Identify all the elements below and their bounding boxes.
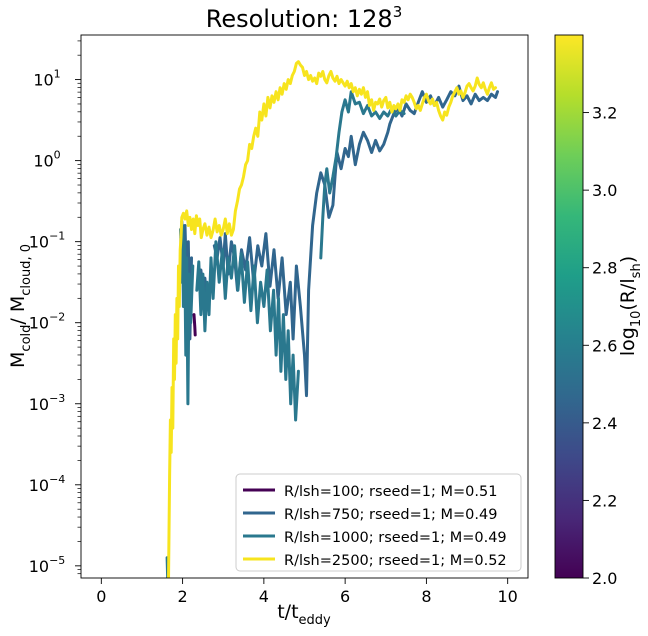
colorbar-tick-label-4: 2.8 xyxy=(592,259,617,278)
x-axis: 0 2 4 6 8 10 xyxy=(96,578,518,606)
colorbar-tick-label-6: 3.2 xyxy=(592,104,617,123)
colorbar-ticks: 2.0 2.2 2.4 2.6 2.8 3.0 3.2 xyxy=(583,104,617,588)
series-line-2-2 xyxy=(195,240,300,422)
x-tick-label-5: 10 xyxy=(498,587,518,606)
series-layer xyxy=(165,60,499,578)
y-axis-label: Mcold/ Mcloud, 0 xyxy=(7,244,34,368)
y-tick-label-1: 100 xyxy=(33,149,60,171)
plot-frame xyxy=(80,34,529,579)
title-superscript: 3 xyxy=(393,3,403,21)
y-tick-label-0: 101 xyxy=(33,68,60,90)
y-tick-label-4: 10−3 xyxy=(29,392,66,414)
legend-label-0: R/lsh=100; rseed=1; M=0.51 xyxy=(284,484,497,500)
legend-box xyxy=(235,473,522,572)
legend-label-1: R/lsh=750; rseed=1; M=0.49 xyxy=(284,507,497,523)
x-axis-label: t/teddy xyxy=(277,601,331,628)
y-tick-label-5: 10−4 xyxy=(29,473,66,495)
y-axis: 101 100 10−1 10−2 10−3 10−4 10−5 xyxy=(29,40,81,576)
chart-title: Resolution: 1283 xyxy=(206,3,402,33)
colorbar-tick-label-1: 2.2 xyxy=(592,491,617,510)
legend-label-3: R/lsh=2500; rseed=1; M=0.52 xyxy=(284,553,507,569)
colorbar-tick-label-3: 2.6 xyxy=(592,336,617,355)
colorbar-tick-label-5: 3.0 xyxy=(592,181,617,200)
x-tick-label-2: 4 xyxy=(259,587,269,606)
series-line-1-2 xyxy=(212,84,499,398)
y-tick-label-2: 10−1 xyxy=(29,230,66,252)
x-tick-label-3: 6 xyxy=(340,587,350,606)
x-tick-label-0: 0 xyxy=(96,587,106,606)
series-line-2-3 xyxy=(319,90,406,260)
x-tick-label-4: 8 xyxy=(421,587,431,606)
legend: R/lsh=100; rseed=1; M=0.51 R/lsh=750; rse… xyxy=(235,473,522,572)
y-tick-label-3: 10−2 xyxy=(29,311,66,333)
series-line-3-0 xyxy=(167,60,497,578)
y-tick-label-6: 10−5 xyxy=(29,554,66,576)
colorbar xyxy=(554,34,584,579)
legend-label-2: R/lsh=1000; rseed=1; M=0.49 xyxy=(284,530,507,546)
colorbar-label: log10(R/lsh) xyxy=(617,256,644,356)
series-line-0-0 xyxy=(192,313,197,337)
colorbar-tick-label-2: 2.4 xyxy=(592,414,617,433)
series-line-2-1 xyxy=(179,224,195,406)
x-tick-label-1: 2 xyxy=(177,587,187,606)
colorbar-tick-label-0: 2.0 xyxy=(592,569,617,588)
